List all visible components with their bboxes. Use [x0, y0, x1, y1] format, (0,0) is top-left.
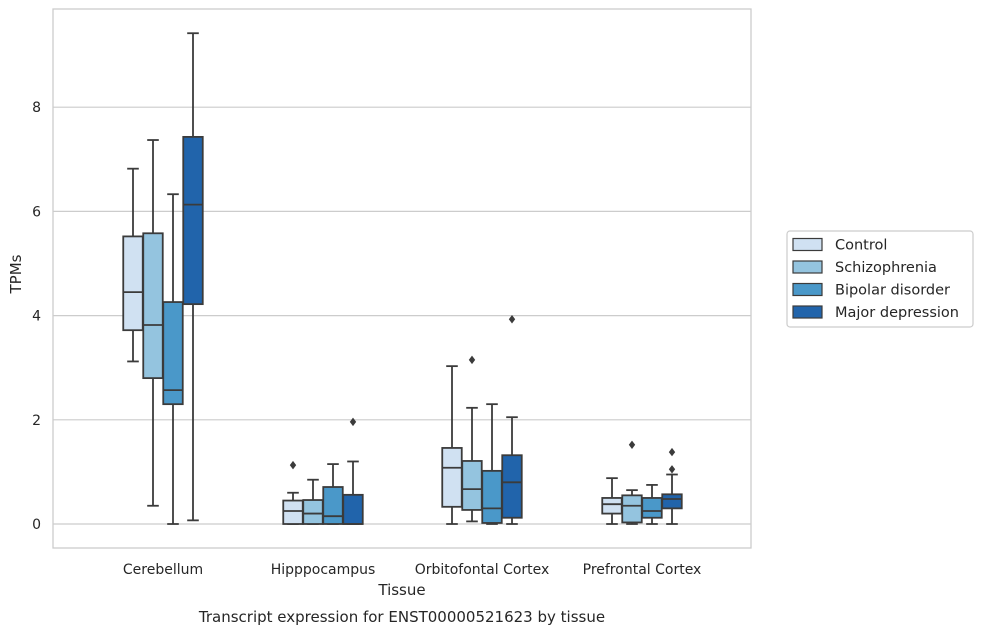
iqr-box [501, 454, 523, 519]
outlier-point [668, 465, 676, 474]
legend: Control Schizophrenia Bipolar disorder Majo… [786, 230, 974, 328]
y-tick-label: 2 [32, 413, 41, 429]
x-tick-label: Cerebellum [123, 562, 203, 578]
outlier-point [668, 447, 676, 457]
iqr-box [182, 135, 204, 306]
box-major-depression-cerebellum [182, 32, 204, 522]
legend-label: Control [835, 238, 887, 254]
x-tick-label: Hipppocampus [271, 562, 376, 578]
box-control-prefrontal-cortex [601, 477, 623, 525]
box-bipolar-disorder-cerebellum [162, 193, 184, 525]
iqr-box [162, 301, 184, 406]
box-control-orbitofontal-cortex [441, 365, 463, 525]
outlier-point [289, 460, 297, 470]
legend-label: Schizophrenia [835, 260, 937, 276]
outlier-point [628, 440, 636, 450]
iqr-box [322, 486, 344, 525]
legend-swatch [792, 305, 823, 319]
iqr-box [461, 460, 483, 511]
iqr-box [641, 497, 663, 519]
y-axis-label: TPMs [7, 254, 25, 294]
plot-area-frame [52, 8, 752, 549]
box-major-depression-prefrontal-cortex [661, 447, 683, 525]
x-axis-ticks: Cerebellum Hipppocampus Orbitofontal Corte… [123, 562, 701, 578]
iqr-box [621, 494, 643, 524]
iqr-box [601, 497, 623, 515]
box-bipolar-disorder-orbitofontal-cortex [481, 403, 503, 525]
box-schizophrenia-orbitofontal-cortex [461, 355, 483, 523]
box-major-depression-orbitofontal-cortex [501, 315, 523, 525]
legend-item: Control [792, 237, 887, 254]
iqr-box [481, 469, 503, 524]
outlier-point [468, 355, 476, 365]
outlier-point [349, 417, 357, 427]
y-tick-label: 0 [32, 517, 41, 533]
legend-label: Major depression [835, 305, 959, 321]
box-control-hipppocampus [282, 460, 304, 525]
iqr-box [302, 499, 324, 525]
boxes [122, 32, 683, 525]
legend-swatch [792, 237, 823, 252]
legend-frame [786, 230, 974, 328]
iqr-box [661, 493, 683, 510]
box-schizophrenia-cerebellum [142, 139, 164, 507]
box-control-cerebellum [122, 167, 144, 363]
iqr-box [142, 232, 164, 380]
legend-swatch [792, 282, 823, 297]
legend-item: Schizophrenia [792, 260, 937, 276]
legend-label: Bipolar disorder [835, 283, 950, 299]
iqr-box [342, 493, 364, 525]
legend-swatch [792, 260, 823, 274]
x-axis-label: Tissue [377, 581, 425, 599]
box-schizophrenia-hipppocampus [302, 478, 324, 525]
y-tick-label: 4 [32, 309, 41, 325]
y-axis-ticks: 0 2 4 6 8 [32, 100, 41, 533]
box-schizophrenia-prefrontal-cortex [621, 440, 643, 525]
x-tick-label: Orbitofontal Cortex [415, 562, 550, 578]
outlier-point [508, 315, 516, 324]
y-tick-label: 8 [32, 100, 41, 116]
box-bipolar-disorder-hipppocampus [322, 463, 344, 525]
iqr-box [441, 447, 463, 508]
box-major-depression-hipppocampus [342, 417, 364, 525]
chart-caption: Transcript expression for ENST0000052162… [198, 608, 605, 626]
x-tick-label: Prefrontal Cortex [583, 562, 702, 578]
y-tick-label: 6 [32, 204, 41, 220]
legend-item: Major depression [792, 305, 959, 321]
legend-item: Bipolar disorder [792, 282, 950, 299]
iqr-box [282, 499, 304, 525]
box-bipolar-disorder-prefrontal-cortex [641, 484, 663, 525]
iqr-box [122, 235, 144, 332]
